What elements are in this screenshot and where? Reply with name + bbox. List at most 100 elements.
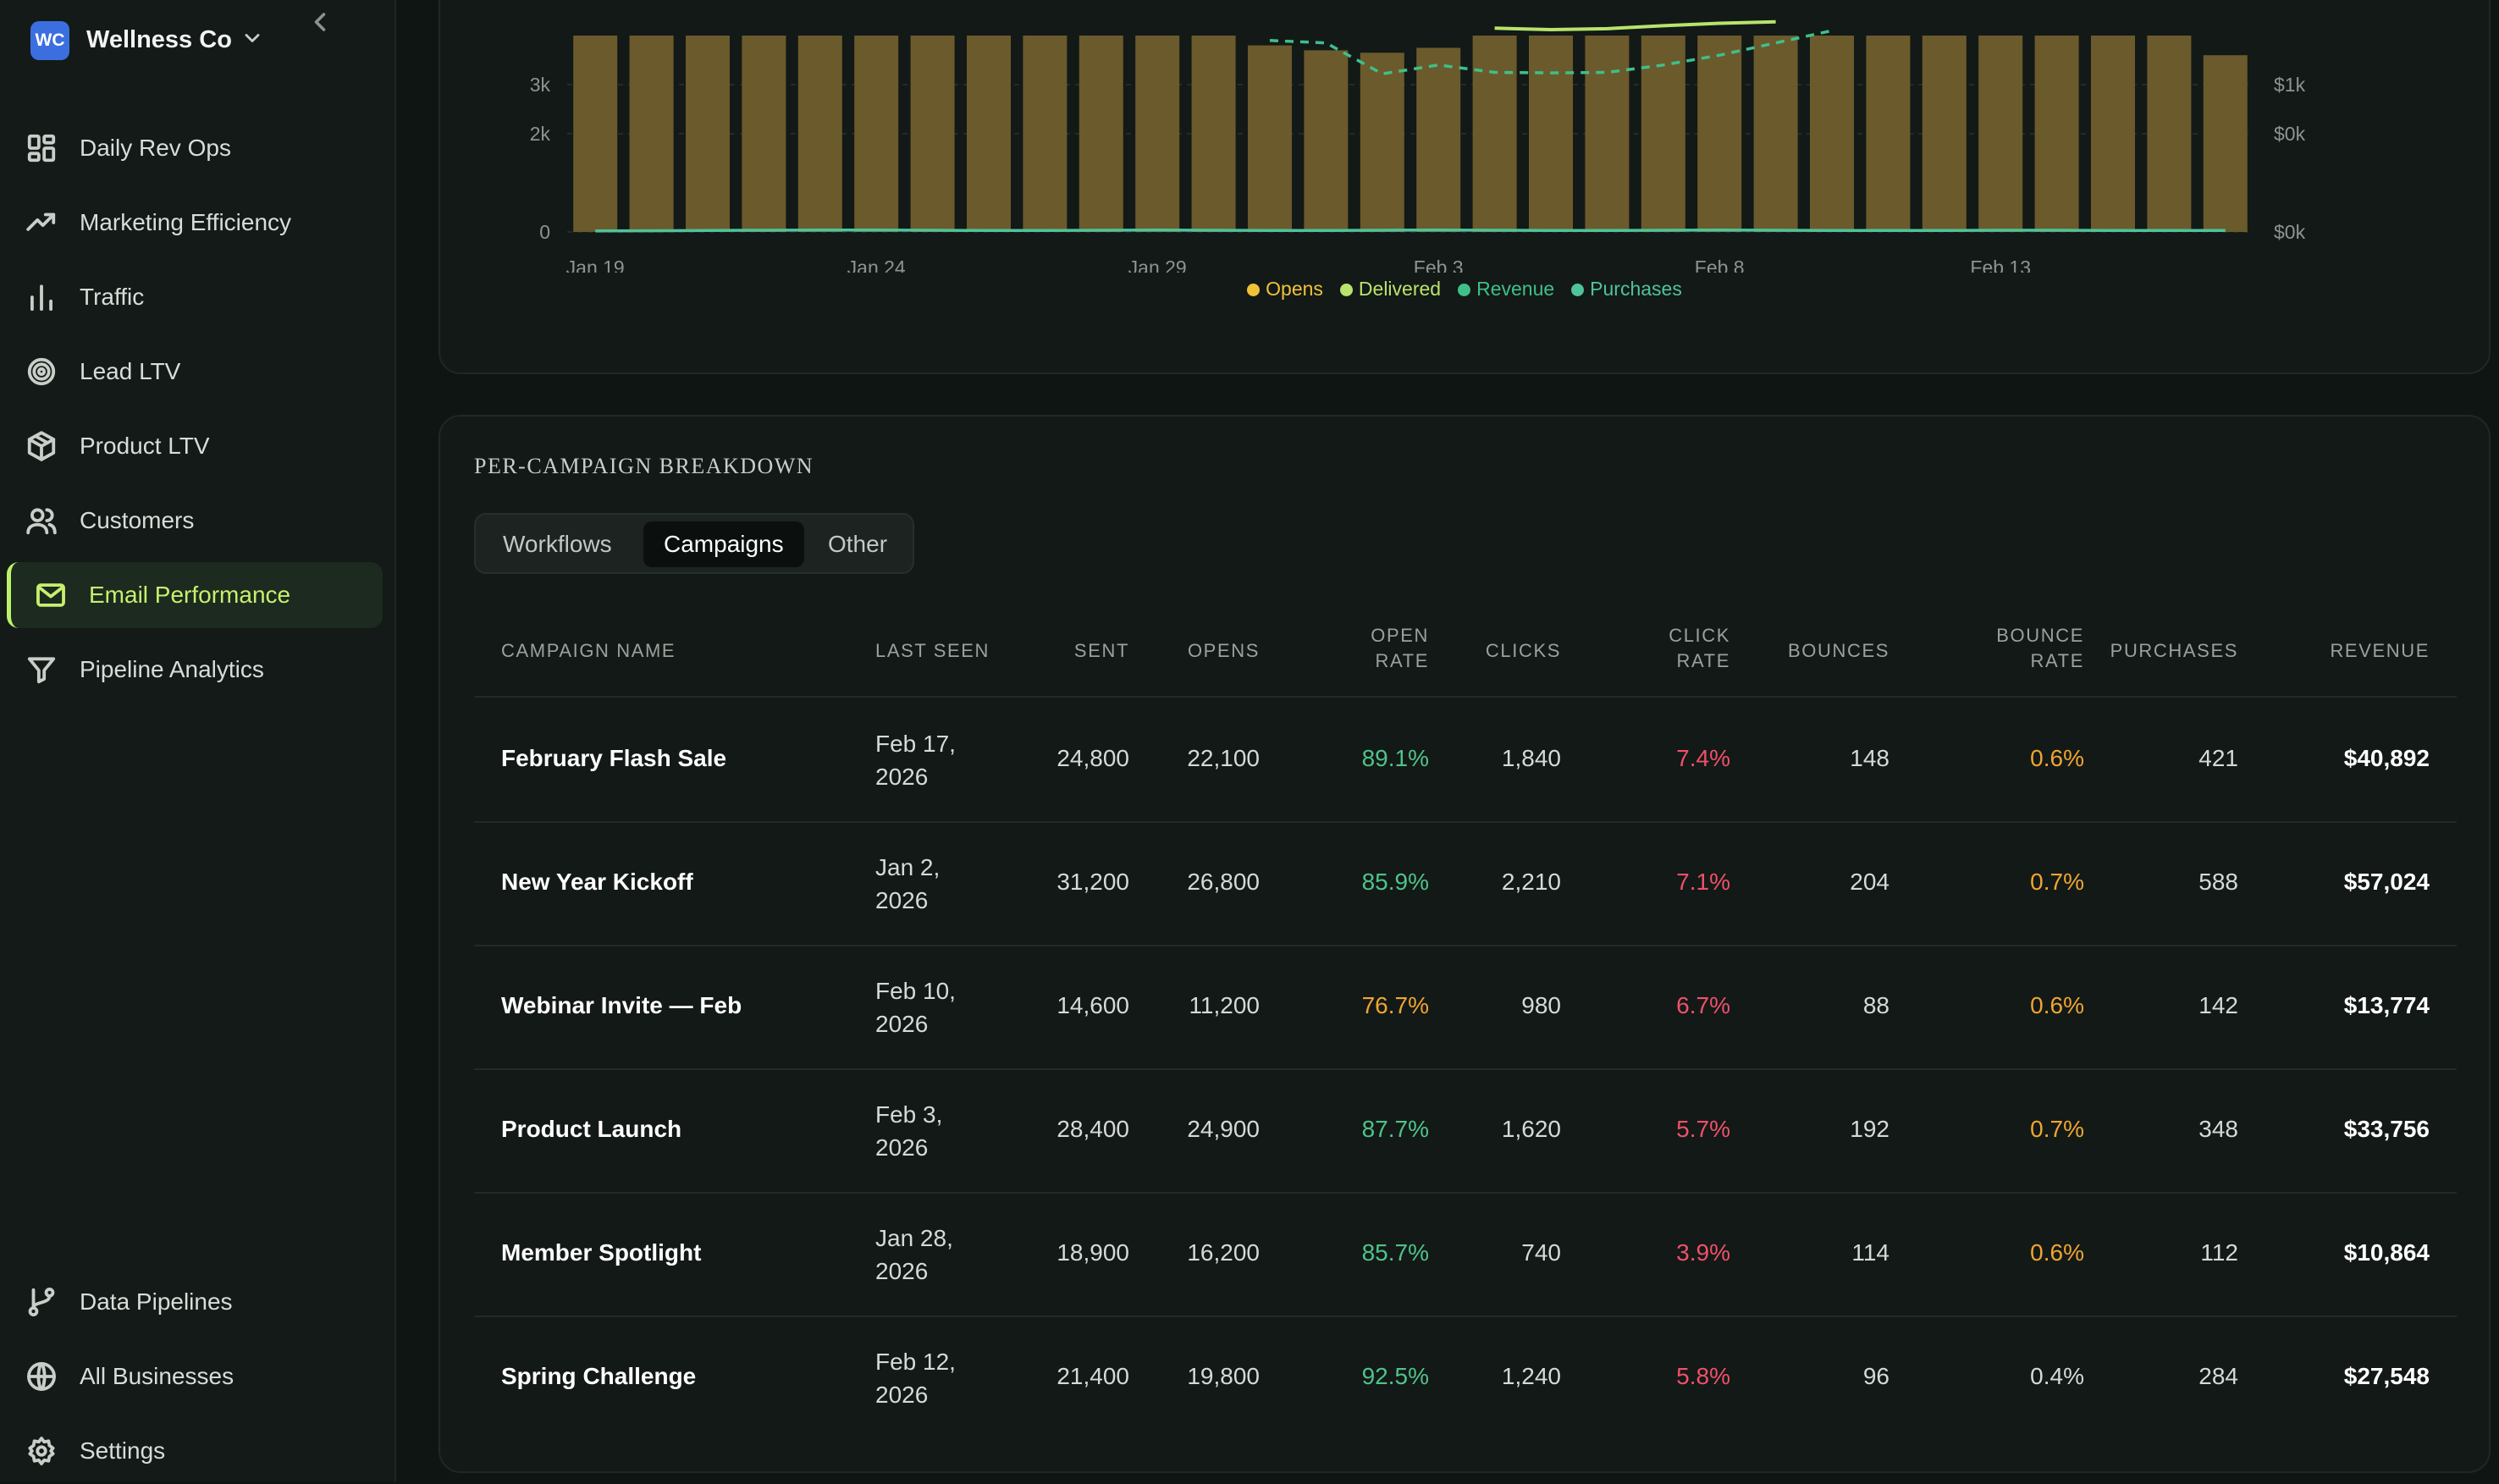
column-header-open-rate[interactable]: OPEN RATE [1175, 623, 1429, 674]
purchases-value: 112 [2200, 1239, 2238, 1266]
last-seen-year: 2026 [875, 764, 929, 790]
row-divider [474, 1192, 2457, 1194]
x-axis-tick-label: Jan 19 [566, 257, 625, 273]
column-header-sent[interactable]: SENT [1073, 640, 1129, 661]
column-header-purchases[interactable]: PURCHASES [2110, 640, 2238, 661]
business-switcher[interactable]: WC Wellness Co [30, 19, 369, 60]
legend-item-revenue[interactable]: Revenue [1458, 278, 1554, 300]
brand-name: Wellness Co [86, 26, 232, 53]
legend-item-opens[interactable]: Opens [1247, 278, 1323, 300]
column-header-click-rate[interactable]: CLICK RATE [1476, 623, 1730, 674]
bounces-value: 96 [1862, 1363, 1889, 1389]
legend-item-purchases[interactable]: Purchases [1571, 278, 1682, 300]
last-seen-date: Feb 3, [875, 1101, 943, 1128]
last-seen-date: Jan 28, [875, 1225, 953, 1251]
tab-workflows[interactable]: Workflows [503, 531, 612, 557]
clicks-value: 1,240 [1501, 1363, 1561, 1389]
bar-opens [2034, 36, 2079, 232]
header-divider [474, 696, 2457, 698]
bar-opens [686, 36, 730, 232]
purchases-value: 588 [2198, 869, 2238, 895]
bounce-rate-value: 0.6% [2030, 1239, 2084, 1266]
clicks-value: 1,620 [1501, 1116, 1561, 1142]
y2-axis-tick-label: $0k [2274, 123, 2306, 145]
last-seen-year: 2026 [875, 1258, 929, 1284]
sidebar-item-label: Daily Rev Ops [80, 135, 231, 161]
bar-opens [1135, 36, 1180, 232]
email-performance-chart-card: 0 2k 3k $0k $0k $1k Jan 19 Jan 24 Jan 29 Feb 3 Feb… [439, 0, 2491, 374]
bar-opens [1078, 36, 1123, 232]
gear-icon [28, 1437, 55, 1465]
column-header-open-rate-line1: OPEN [1371, 625, 1429, 646]
open-rate-value: 76.7% [1361, 992, 1429, 1018]
bounce-rate-value: 0.6% [2030, 992, 2084, 1018]
tab-other[interactable]: Other [828, 531, 888, 557]
sidebar-item-label: Pipeline Analytics [80, 656, 264, 682]
bar-opens [742, 36, 786, 232]
sidebar-item-lead-ltv[interactable]: Lead LTV [7, 339, 383, 405]
open-rate-value: 85.7% [1361, 1239, 1429, 1266]
globe-icon [27, 1362, 56, 1391]
tab-campaigns[interactable]: Campaigns [643, 521, 804, 567]
last-seen-year: 2026 [875, 887, 929, 913]
column-header-opens[interactable]: OPENS [1187, 640, 1260, 661]
column-header-campaign-name[interactable]: CAMPAIGN NAME [501, 640, 676, 661]
y-axis-tick-label: 3k [530, 74, 551, 96]
open-rate-value: 92.5% [1361, 1363, 1429, 1389]
last-seen-date: Jan 2, [875, 854, 941, 880]
bar-opens [1023, 36, 1067, 232]
sidebar-item-label: All Businesses [80, 1363, 234, 1389]
sidebar-item-customers[interactable]: Customers [7, 488, 383, 554]
last-seen-date: Feb 12, [875, 1349, 956, 1375]
sidebar-item-daily-rev-ops[interactable]: Daily Rev Ops [7, 115, 383, 181]
column-header-last-seen[interactable]: LAST SEEN [875, 640, 990, 661]
campaign-name: February Flash Sale [501, 745, 727, 771]
sidebar-item-label: Product LTV [80, 433, 210, 459]
sidebar-item-traffic[interactable]: Traffic [7, 264, 383, 330]
sidebar-item-pipeline-analytics[interactable]: Pipeline Analytics [7, 637, 383, 703]
collapse-sidebar-button[interactable] [305, 7, 335, 37]
sidebar-item-settings[interactable]: Settings [7, 1418, 383, 1484]
column-header-open-rate-line2: RATE [1375, 650, 1429, 671]
revenue-value: $40,892 [2343, 745, 2430, 771]
sidebar: WC Wellness Co Daily Rev Ops Marketing E… [0, 0, 396, 1481]
clicks-value: 740 [1521, 1239, 1561, 1266]
legend-item-delivered[interactable]: Delivered [1339, 278, 1442, 300]
bar-opens [2091, 36, 2135, 232]
campaign-name: Spring Challenge [501, 1363, 697, 1389]
row-divider [474, 1316, 2457, 1317]
y2-axis-tick-label: $0k [2274, 221, 2306, 243]
column-header-bounce-rate[interactable]: BOUNCE RATE [1830, 623, 2084, 674]
bar-opens [1472, 36, 1517, 232]
sidebar-item-data-pipelines[interactable]: Data Pipelines [7, 1269, 383, 1335]
last-seen-year: 2026 [875, 1382, 929, 1408]
per-campaign-breakdown-card: PER-CAMPAIGN BREAKDOWN Workflows Campaig… [439, 415, 2491, 1473]
opens-value: 16,200 [1187, 1239, 1260, 1266]
purchases-value: 421 [2198, 745, 2238, 771]
legend-label: Delivered [1358, 278, 1442, 300]
column-header-revenue[interactable]: REVENUE [2330, 640, 2430, 661]
sidebar-item-product-ltv[interactable]: Product LTV [7, 413, 383, 479]
bounces-value: 148 [1850, 745, 1889, 771]
git-branch-icon [28, 1288, 55, 1316]
column-header-bounces[interactable]: BOUNCES [1788, 640, 1889, 661]
click-rate-value: 7.1% [1676, 869, 1730, 895]
series-line-delivered [1494, 19, 1776, 32]
bar-opens [573, 36, 618, 232]
bar-opens [1978, 36, 2023, 232]
bounce-rate-value: 0.4% [2030, 1363, 2084, 1389]
sidebar-item-marketing-efficiency[interactable]: Marketing Efficiency [7, 190, 383, 256]
bar-opens [1248, 45, 1292, 232]
row-divider [474, 945, 2457, 946]
sidebar-item-all-businesses[interactable]: All Businesses [7, 1343, 383, 1410]
sent-value: 21,400 [1056, 1363, 1129, 1389]
bounces-value: 204 [1850, 869, 1889, 895]
bar-opens [629, 36, 674, 232]
column-header-clicks[interactable]: CLICKS [1485, 640, 1561, 661]
opens-value: 22,100 [1187, 745, 1260, 771]
revenue-value: $27,548 [2343, 1363, 2430, 1389]
purchases-value: 348 [2198, 1116, 2238, 1142]
bar-opens [797, 36, 842, 232]
click-rate-value: 7.4% [1676, 745, 1730, 771]
sidebar-item-email-performance[interactable]: Email Performance [7, 562, 383, 628]
